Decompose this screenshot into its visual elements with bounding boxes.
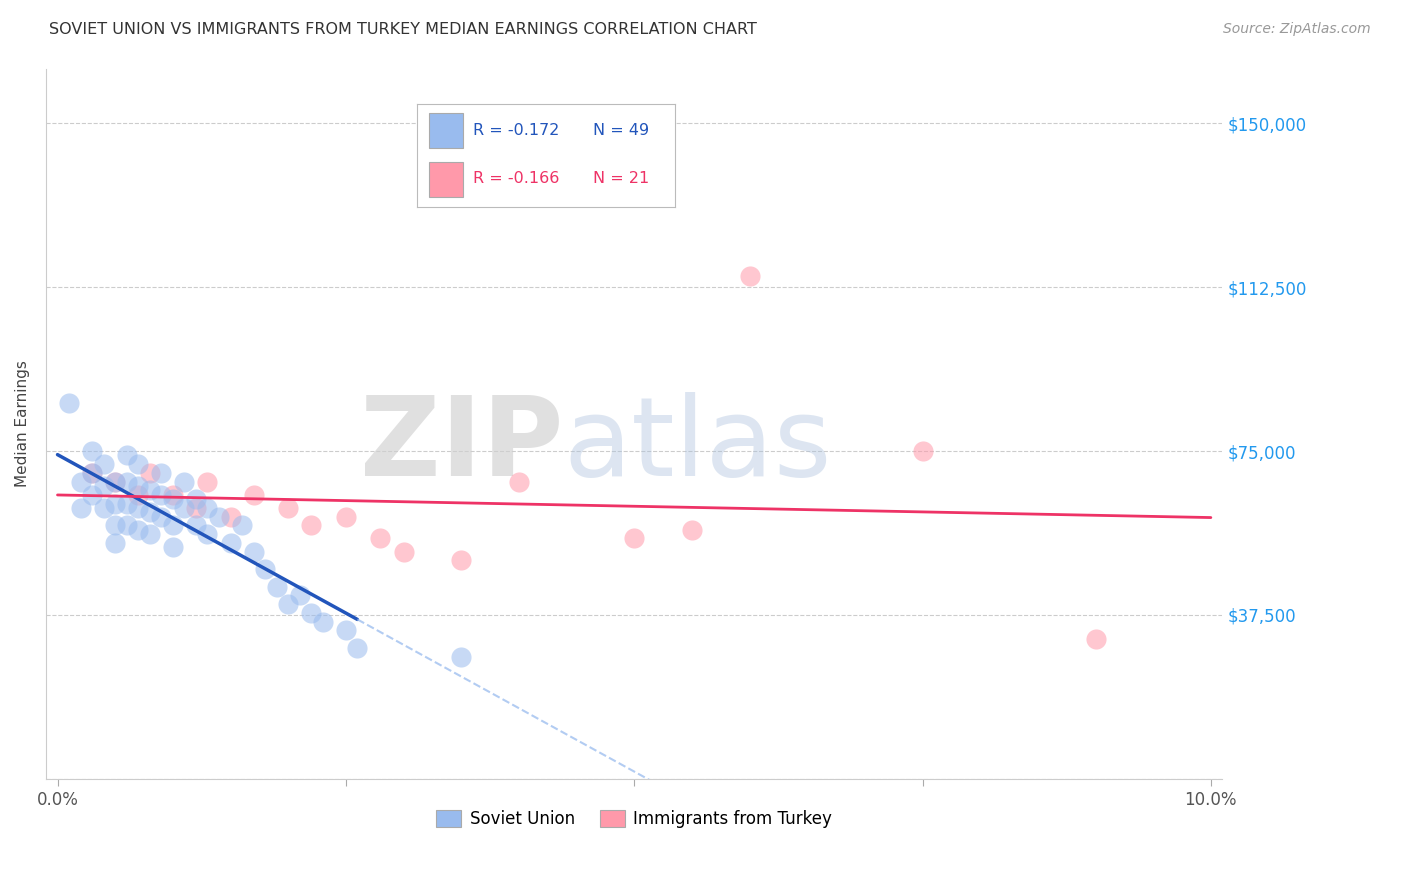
Point (450, 553, 472, 567)
Point (450, 649, 472, 664)
Point (392, 544, 415, 558)
Point (82, 488, 104, 502)
Point (254, 562, 277, 576)
Point (104, 496, 127, 510)
Point (69, 475, 91, 489)
Point (104, 475, 127, 489)
Point (127, 523, 149, 537)
Point (242, 488, 264, 502)
Point (150, 488, 173, 502)
Point (139, 505, 162, 519)
Point (104, 475, 127, 489)
Point (127, 479, 149, 493)
Point (104, 518, 127, 533)
Point (346, 640, 368, 655)
Point (115, 518, 138, 533)
Point (162, 488, 184, 502)
Point (299, 606, 322, 620)
Point (127, 488, 149, 502)
Point (508, 475, 530, 489)
Point (335, 509, 357, 524)
Legend: Soviet Union, Immigrants from Turkey: Soviet Union, Immigrants from Turkey (430, 803, 839, 835)
Point (299, 518, 322, 533)
Point (231, 518, 253, 533)
Point (219, 509, 242, 524)
Point (277, 597, 299, 611)
Point (162, 492, 184, 507)
Point (115, 475, 138, 489)
Point (184, 500, 207, 515)
Point (623, 532, 645, 546)
Point (173, 475, 195, 489)
Point (266, 580, 288, 594)
Point (139, 527, 162, 541)
Point (1084, 632, 1107, 646)
Point (139, 466, 162, 480)
Point (127, 457, 149, 471)
Point (93, 457, 115, 471)
Point (82, 444, 104, 458)
Point (69, 500, 91, 515)
Point (335, 624, 357, 638)
Point (82, 466, 104, 480)
Point (104, 536, 127, 550)
Point (288, 588, 311, 602)
Point (197, 527, 219, 541)
Point (150, 509, 173, 524)
Point (162, 518, 184, 533)
Point (197, 500, 219, 515)
Point (277, 500, 299, 515)
Point (370, 532, 392, 546)
Point (312, 615, 335, 629)
Point (115, 449, 138, 463)
Point (738, 269, 761, 284)
Point (58, 396, 80, 410)
Point (184, 518, 207, 533)
Text: ZIP: ZIP (360, 392, 564, 499)
Point (197, 475, 219, 489)
Text: atlas: atlas (564, 392, 832, 499)
Point (127, 500, 149, 515)
Point (911, 444, 934, 458)
Y-axis label: Median Earnings: Median Earnings (15, 360, 30, 487)
Point (162, 540, 184, 554)
Point (219, 536, 242, 550)
Point (208, 509, 231, 524)
Point (681, 523, 703, 537)
Point (173, 500, 195, 515)
Point (93, 500, 115, 515)
Text: SOVIET UNION VS IMMIGRANTS FROM TURKEY MEDIAN EARNINGS CORRELATION CHART: SOVIET UNION VS IMMIGRANTS FROM TURKEY M… (49, 22, 756, 37)
Point (93, 479, 115, 493)
Point (184, 492, 207, 507)
Point (139, 483, 162, 498)
Point (150, 466, 173, 480)
Point (115, 496, 138, 510)
Text: Source: ZipAtlas.com: Source: ZipAtlas.com (1223, 22, 1371, 37)
Point (82, 466, 104, 480)
Point (242, 544, 264, 558)
